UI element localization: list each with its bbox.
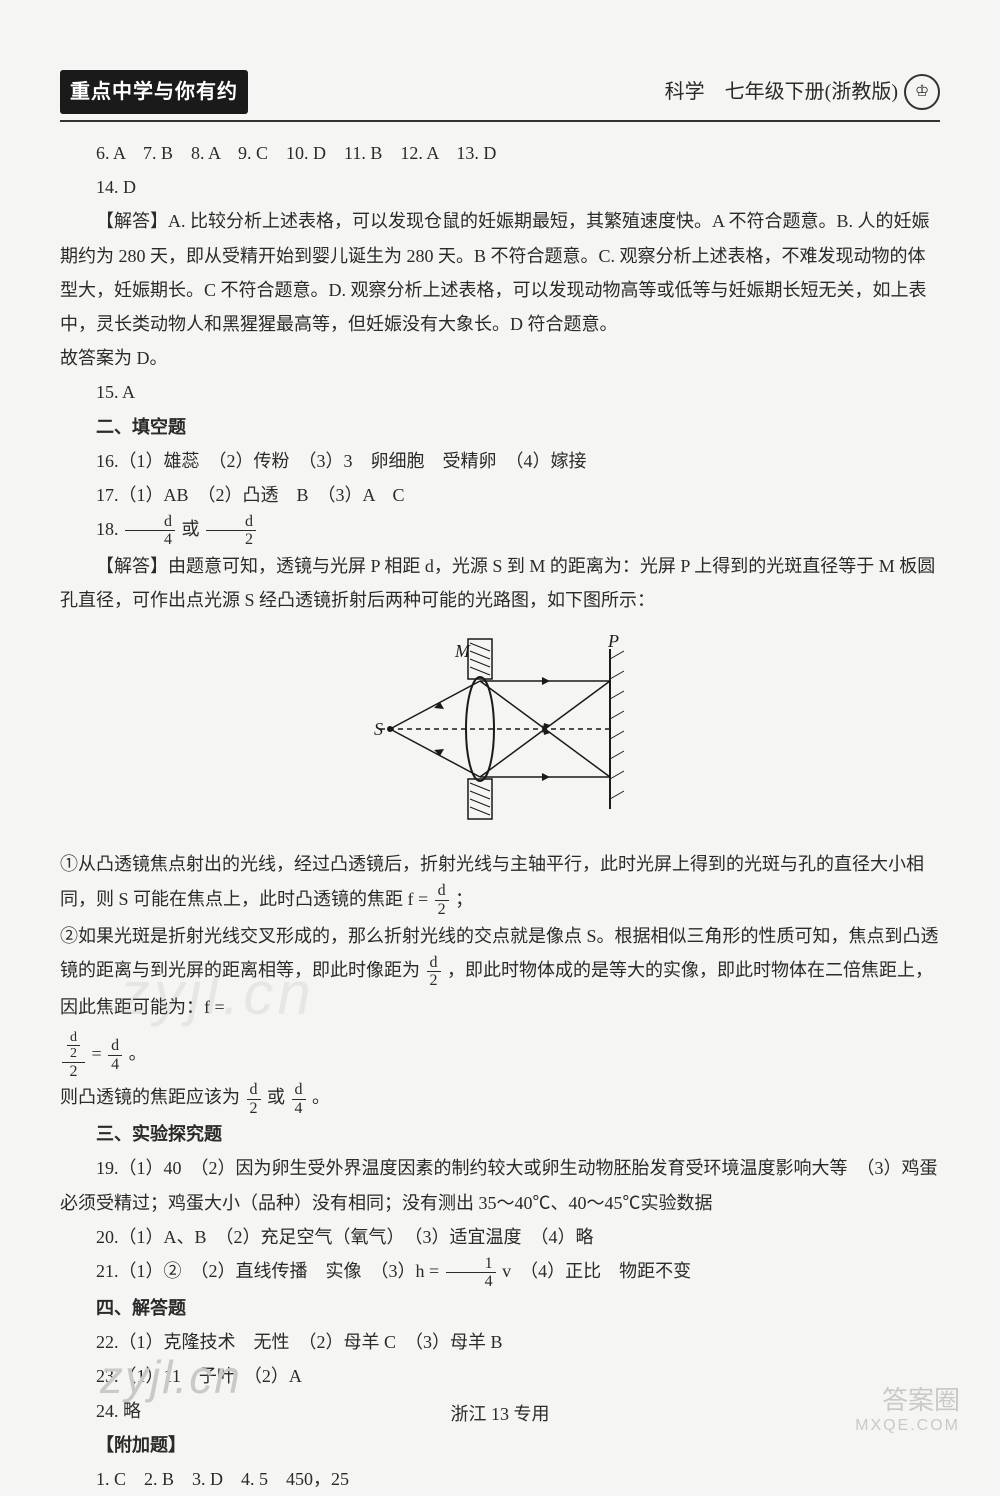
- section-4-title: 四、解答题: [60, 1291, 940, 1325]
- text: v （4）正比 物距不变: [502, 1261, 691, 1281]
- label-p: P: [607, 631, 619, 651]
- frac-n: d: [292, 1081, 306, 1100]
- frac-n: d: [206, 513, 256, 532]
- text: 。: [129, 1043, 147, 1063]
- explain-18-conclusion: 则凸透镜的焦距应该为 d 2 或 d 4 。: [60, 1080, 940, 1117]
- arrow-icon: [542, 677, 550, 685]
- seal-icon: ♔: [904, 74, 940, 110]
- text: =: [92, 1043, 107, 1063]
- explain-18-case2: ②如果光斑是折射光线交叉形成的，那么折射光线的交点就是像点 S。根据相似三角形的…: [60, 919, 940, 1024]
- frac-d: 2: [206, 531, 256, 549]
- explain-14-conclusion: 故答案为 D。: [60, 341, 940, 375]
- footer-text: 浙江 13 专用: [451, 1404, 550, 1424]
- explain-14: 【解答】A. 比较分析上述表格，可以发现仓鼠的妊娠期最短，其繁殖速度快。A 不符…: [60, 204, 940, 341]
- header-subject: 科学 七年级下册(浙教版): [665, 73, 898, 111]
- page-header: 重点中学与你有约 科学 七年级下册(浙教版) ♔: [60, 70, 940, 122]
- text: ；: [455, 889, 473, 909]
- section-2-title: 二、填空题: [60, 410, 940, 444]
- frac-d: 4: [292, 1100, 306, 1118]
- frac-n: d 2: [62, 1030, 85, 1063]
- page-footer: 浙江 13 专用: [0, 1397, 1000, 1431]
- frac-n: d: [108, 1037, 122, 1056]
- frac-n: d: [67, 1030, 80, 1046]
- header-right: 科学 七年级下册(浙教版) ♔: [665, 73, 940, 111]
- frac-d: 2: [427, 972, 441, 990]
- explain-18-intro: 【解答】由题意可知，透镜与光屏 P 相距 d，光源 S 到 M 的距离为：光屏 …: [60, 549, 940, 617]
- frac-d: 4: [108, 1056, 122, 1074]
- frac-inner: d 2: [67, 1030, 80, 1062]
- frac-d: 2: [247, 1100, 261, 1118]
- frac-d4: d 4: [292, 1081, 306, 1117]
- frac-d2: d 2: [247, 1081, 261, 1117]
- text: 则凸透镜的焦距应该为: [60, 1087, 245, 1107]
- hatch-top: [468, 639, 492, 679]
- answer-18: 18. d 4 或 d 2: [60, 512, 940, 549]
- answer-18-prefix: 18.: [96, 519, 123, 539]
- extra-answers: 1. C 2. B 3. D 4. 5 450，25: [60, 1462, 940, 1496]
- answers-6-13: 6. A 7. B 8. A 9. C 10. D 11. B 12. A 13…: [60, 136, 940, 170]
- answer-14: 14. D: [60, 170, 940, 204]
- frac-d: 2: [67, 1063, 81, 1081]
- answer-20: 20.（1）A、B （2）充足空气（氧气） （3）适宜温度 （4）略: [60, 1220, 940, 1254]
- text: ①从凸透镜焦点射出的光线，经过凸透镜后，折射光线与主轴平行，此时光屏上得到的光斑…: [60, 854, 924, 908]
- or-text: 或: [182, 519, 205, 539]
- extra-title: 【附加题】: [60, 1428, 940, 1462]
- frac-n: 1: [446, 1255, 496, 1274]
- frac-d: 4: [125, 531, 175, 549]
- text: 或: [267, 1087, 290, 1107]
- frac-d2: d 2: [435, 882, 449, 918]
- explain-18-case1: ①从凸透镜焦点射出的光线，经过凸透镜后，折射光线与主轴平行，此时光屏上得到的光斑…: [60, 847, 940, 918]
- label-s: S: [374, 719, 383, 739]
- point-s: [387, 726, 393, 732]
- explain-18-nested: d 2 2 = d 4 。: [60, 1030, 940, 1080]
- frac-d: 4: [446, 1273, 496, 1291]
- answer-16: 16.（1）雄蕊 （2）传粉 （3）3 卵细胞 受精卵 （4）嫁接: [60, 444, 940, 478]
- frac-1-4: 1 4: [446, 1255, 496, 1291]
- label-m: M: [454, 641, 471, 661]
- header-banner: 重点中学与你有约: [60, 70, 248, 114]
- screen-hatch: [610, 651, 624, 799]
- optics-diagram: M P S: [60, 629, 940, 829]
- text: 21.（1）② （2）直线传播 实像 （3）h =: [96, 1261, 444, 1281]
- frac-d4: d 4: [125, 513, 175, 549]
- frac-n: d: [435, 882, 449, 901]
- answer-19: 19.（1）40 （2）因为卵生受外界温度因素的制约较大或卵生动物胚胎发育受环境…: [60, 1151, 940, 1219]
- answer-17: 17.（1）AB （2）凸透 B （3）A C: [60, 478, 940, 512]
- frac-d: 2: [67, 1046, 80, 1061]
- section-3-title: 三、实验探究题: [60, 1117, 940, 1151]
- arrow-icon: [542, 773, 550, 781]
- answer-15: 15. A: [60, 375, 940, 409]
- frac-n: d: [125, 513, 175, 532]
- frac-d2: d 2: [206, 513, 256, 549]
- frac-d: 2: [435, 901, 449, 919]
- answer-21: 21.（1）② （2）直线传播 实像 （3）h = 1 4 v （4）正比 物距…: [60, 1254, 940, 1291]
- frac-d2: d 2: [427, 954, 441, 990]
- text: 。: [312, 1087, 330, 1107]
- frac-n: d: [247, 1081, 261, 1100]
- frac-d4: d 4: [108, 1037, 122, 1073]
- frac-n: d: [427, 954, 441, 973]
- frac-nested: d 2 2: [62, 1030, 85, 1080]
- hatch-bottom: [468, 779, 492, 819]
